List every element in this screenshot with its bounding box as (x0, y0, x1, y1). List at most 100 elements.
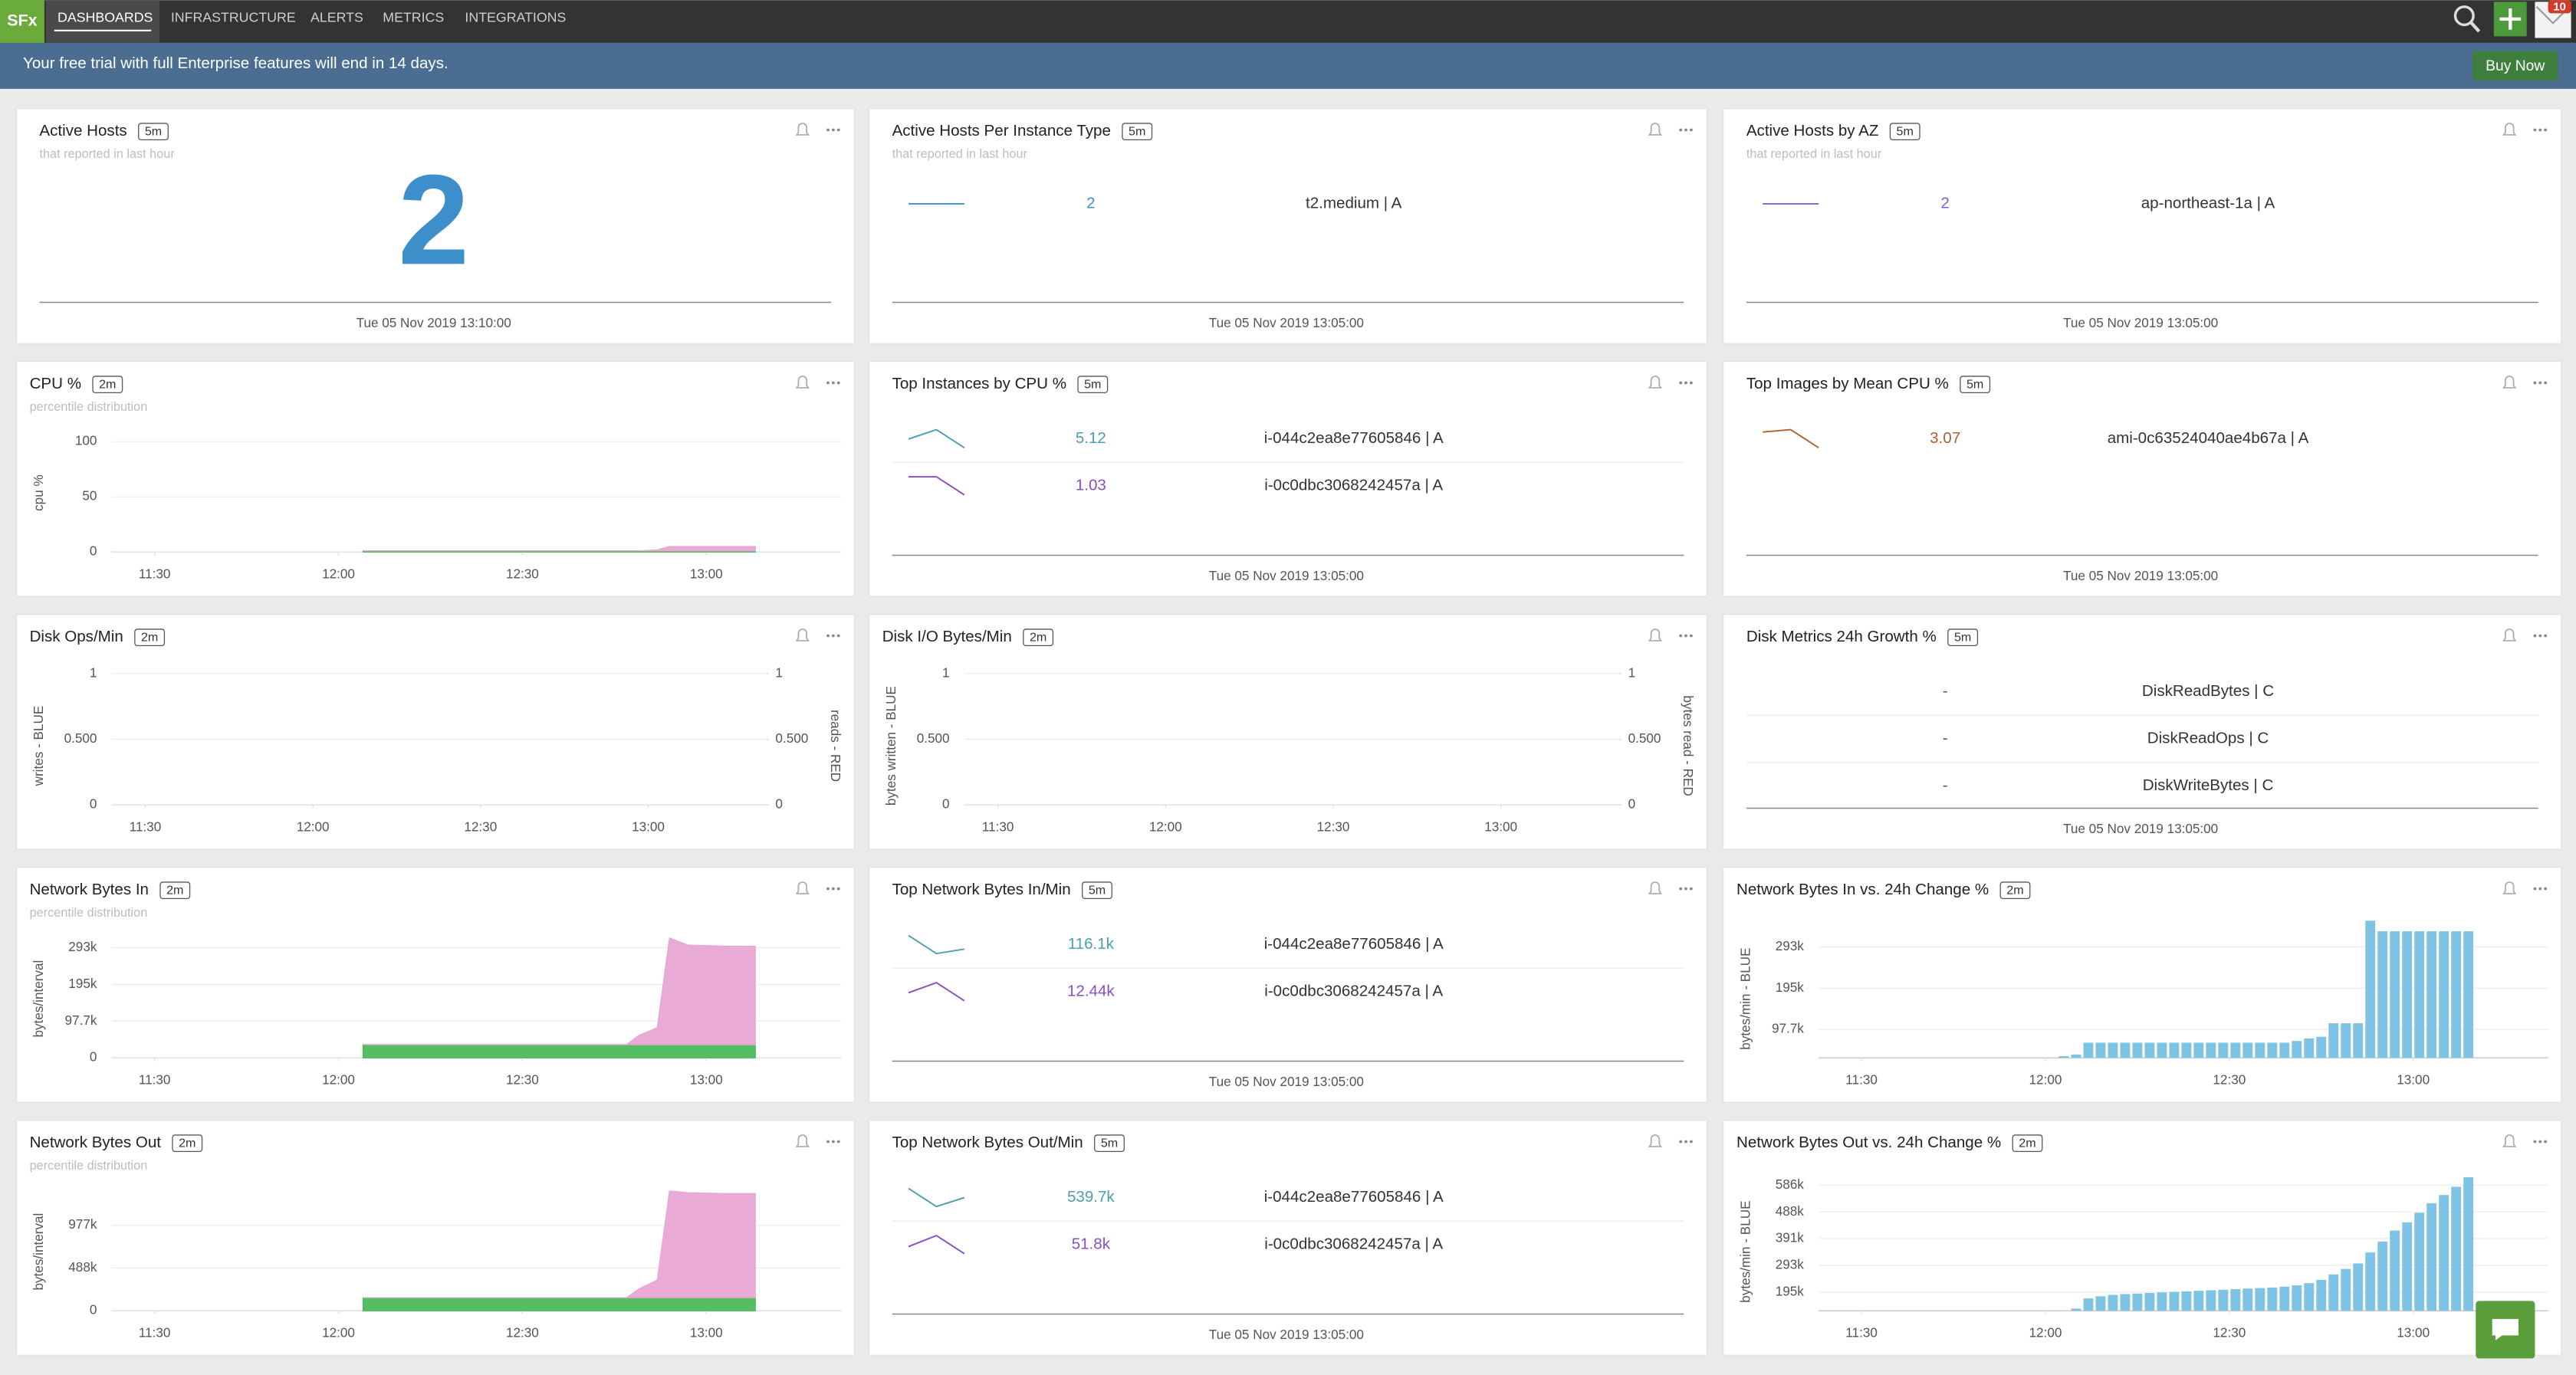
menu-dot[interactable] (1684, 381, 1687, 385)
menu-dot[interactable] (2544, 887, 2548, 891)
nav-tab[interactable]: ALERTS (310, 9, 363, 25)
menu-icon[interactable] (826, 634, 840, 638)
search-icon[interactable] (2453, 5, 2481, 33)
logo[interactable]: SFx (7, 11, 37, 30)
alert-icon[interactable] (2502, 376, 2517, 389)
menu-dot[interactable] (836, 1140, 840, 1144)
menu-dot[interactable] (2533, 128, 2537, 132)
menu-dot[interactable] (1689, 381, 1693, 385)
menu-dot[interactable] (1679, 634, 1683, 638)
bell-shape[interactable] (795, 628, 810, 642)
alert-icon[interactable] (2502, 628, 2517, 642)
menu-dot[interactable] (1679, 381, 1683, 385)
menu-icon[interactable] (1679, 381, 1693, 385)
menu-dot[interactable] (1684, 887, 1687, 891)
bell-shape[interactable] (1648, 628, 1663, 642)
menu-dot[interactable] (2538, 381, 2542, 385)
buy-now-button[interactable] (2472, 51, 2558, 81)
bell-shape[interactable] (2502, 123, 2517, 136)
menu-icon[interactable] (826, 1140, 840, 1144)
menu-dot[interactable] (826, 1140, 830, 1144)
menu-icon[interactable] (1679, 1140, 1693, 1144)
bell-shape[interactable] (795, 881, 810, 894)
menu-dot[interactable] (826, 887, 830, 891)
menu-dot[interactable] (2544, 128, 2548, 132)
menu-dot[interactable] (1679, 128, 1683, 132)
menu-dot[interactable] (826, 128, 830, 132)
menu-dot[interactable] (1679, 887, 1683, 891)
menu-dot[interactable] (1689, 128, 1693, 132)
alert-icon[interactable] (1648, 123, 1663, 136)
menu-dot[interactable] (836, 634, 840, 638)
bell-shape[interactable] (795, 376, 810, 389)
menu-dot[interactable] (2533, 634, 2537, 638)
menu-dot[interactable] (2538, 1140, 2542, 1144)
menu-dot[interactable] (1689, 1140, 1693, 1144)
alert-icon[interactable] (1648, 376, 1663, 389)
menu-dot[interactable] (831, 128, 835, 132)
menu-dot[interactable] (2544, 381, 2548, 385)
menu-dot[interactable] (2544, 634, 2548, 638)
menu-dot[interactable] (831, 1140, 835, 1144)
bell-shape[interactable] (795, 123, 810, 136)
menu-icon[interactable] (2533, 1140, 2548, 1144)
menu-dot[interactable] (831, 887, 835, 891)
alert-icon[interactable] (1648, 1134, 1663, 1147)
add-button[interactable] (2493, 2, 2527, 37)
bell-shape[interactable] (1648, 123, 1663, 136)
menu-icon[interactable] (826, 381, 840, 385)
menu-icon[interactable] (2533, 128, 2548, 132)
menu-dot[interactable] (1684, 1140, 1687, 1144)
menu-icon[interactable] (826, 887, 840, 891)
alert-icon[interactable] (795, 123, 810, 136)
menu-dot[interactable] (826, 634, 830, 638)
alert-icon[interactable] (2502, 881, 2517, 894)
nav-tab[interactable]: INTEGRATIONS (465, 9, 566, 25)
alert-icon[interactable] (2502, 1134, 2517, 1147)
menu-icon[interactable] (1679, 887, 1693, 891)
menu-dot[interactable] (826, 381, 830, 385)
menu-dot[interactable] (1689, 634, 1693, 638)
alert-icon[interactable] (795, 376, 810, 389)
bell-shape[interactable] (795, 1134, 810, 1147)
menu-dot[interactable] (1679, 1140, 1683, 1144)
menu-icon[interactable] (2533, 381, 2548, 385)
menu-dot[interactable] (2538, 887, 2542, 891)
menu-dot[interactable] (2538, 634, 2542, 638)
menu-dot[interactable] (1689, 887, 1693, 891)
alert-icon[interactable] (795, 628, 810, 642)
alert-icon[interactable] (1648, 881, 1663, 894)
menu-icon[interactable] (1679, 128, 1693, 132)
menu-dot[interactable] (2544, 1140, 2548, 1144)
bell-shape[interactable] (2502, 881, 2517, 894)
menu-dot[interactable] (2533, 1140, 2537, 1144)
avatar[interactable] (2535, 0, 2571, 38)
bell-shape[interactable] (1648, 1134, 1663, 1147)
nav-tab[interactable]: METRICS (383, 9, 444, 25)
menu-dot[interactable] (831, 381, 835, 385)
menu-dot[interactable] (836, 128, 840, 132)
menu-icon[interactable] (1679, 634, 1693, 638)
nav-tab[interactable]: INFRASTRUCTURE (171, 9, 296, 25)
bell-shape[interactable] (1648, 881, 1663, 894)
menu-dot[interactable] (1684, 634, 1687, 638)
alert-icon[interactable] (795, 1134, 810, 1147)
menu-dot[interactable] (836, 887, 840, 891)
menu-dot[interactable] (831, 634, 835, 638)
menu-dot[interactable] (2533, 887, 2537, 891)
alert-icon[interactable] (795, 881, 810, 894)
menu-icon[interactable] (2533, 634, 2548, 638)
bell-shape[interactable] (2502, 376, 2517, 389)
bell-shape[interactable] (2502, 628, 2517, 642)
logo-box[interactable] (0, 0, 44, 43)
chat-icon[interactable] (2492, 1318, 2518, 1341)
buy-now-label[interactable]: Buy Now (2486, 58, 2545, 74)
menu-dot[interactable] (836, 381, 840, 385)
bell-shape[interactable] (1648, 376, 1663, 389)
menu-dot[interactable] (1684, 128, 1687, 132)
menu-dot[interactable] (2533, 381, 2537, 385)
menu-dot[interactable] (2538, 128, 2542, 132)
chat-button[interactable] (2476, 1301, 2535, 1359)
menu-icon[interactable] (2533, 887, 2548, 891)
nav-tab[interactable]: DASHBOARDS (58, 9, 153, 25)
